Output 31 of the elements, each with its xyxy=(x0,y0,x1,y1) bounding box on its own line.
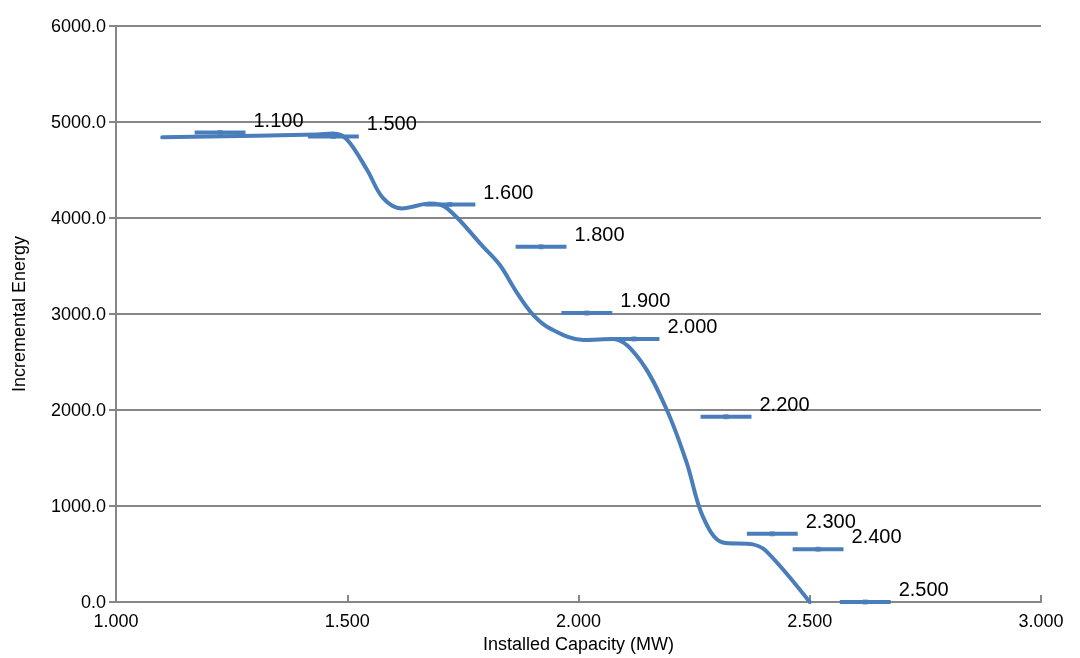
point xyxy=(631,336,637,342)
x-tick-label: 2.000 xyxy=(555,611,602,631)
y-tick-label: 1000.0 xyxy=(50,496,106,516)
annotation: 2.500 xyxy=(898,578,949,600)
annotation: 1.900 xyxy=(620,289,671,312)
point xyxy=(815,546,821,552)
y-axis-title: Incremental Energy xyxy=(9,235,29,393)
annotation: 2.200 xyxy=(759,392,810,415)
y-tick-label: 0.0 xyxy=(80,592,106,612)
annotation: 1.600 xyxy=(483,180,534,203)
x-tick-label: 1.500 xyxy=(324,611,370,631)
x-tick-label: 3.000 xyxy=(1018,611,1064,631)
y-tick-label: 4000.0 xyxy=(50,208,106,228)
y-tick-label: 5000.0 xyxy=(50,112,106,132)
x-axis-title: Installed Capacity (MW) xyxy=(482,633,675,654)
annotation: 1.500 xyxy=(366,112,417,135)
point xyxy=(584,310,590,316)
point xyxy=(447,202,453,208)
annotation: 1.100 xyxy=(253,108,304,131)
y-tick-label: 6000.0 xyxy=(50,16,106,36)
x-tick-label: 2.500 xyxy=(787,611,833,631)
point xyxy=(538,244,544,250)
y-tick-label: 3000.0 xyxy=(50,304,106,324)
point xyxy=(862,599,868,605)
annotation: 1.800 xyxy=(574,222,625,245)
annotation: 2.000 xyxy=(667,314,718,337)
x-tick-label: 1.000 xyxy=(93,611,139,631)
y-tick-label: 2000.0 xyxy=(50,400,106,420)
point xyxy=(723,414,729,420)
point xyxy=(217,130,223,136)
point xyxy=(769,531,775,537)
